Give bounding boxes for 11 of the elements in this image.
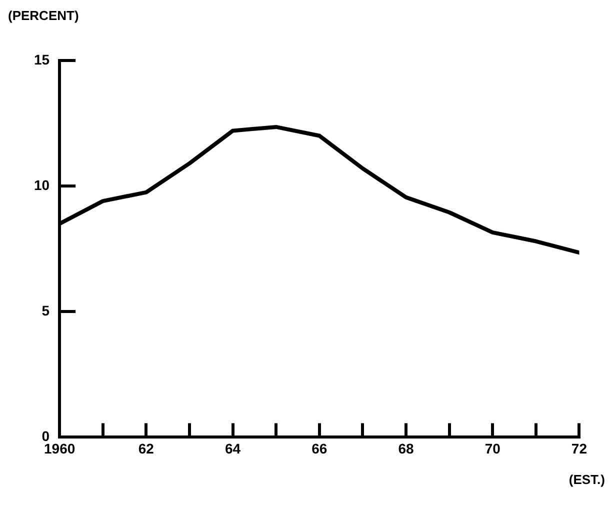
y-axis-title: (PERCENT) xyxy=(8,8,80,25)
x-tick-label: 66 xyxy=(312,440,328,456)
x-tick-label: 70 xyxy=(484,440,501,456)
x-tick-label: 62 xyxy=(138,440,154,456)
text: (EST.) xyxy=(568,472,605,487)
x-tick-label: 64 xyxy=(224,440,241,456)
y-tick-label: 15 xyxy=(34,51,50,68)
y-tick-label: 10 xyxy=(34,176,50,193)
x-tick-label: 68 xyxy=(398,440,414,456)
x-tick-label: 72 xyxy=(571,440,588,456)
y-tick-label: 5 xyxy=(42,302,50,318)
